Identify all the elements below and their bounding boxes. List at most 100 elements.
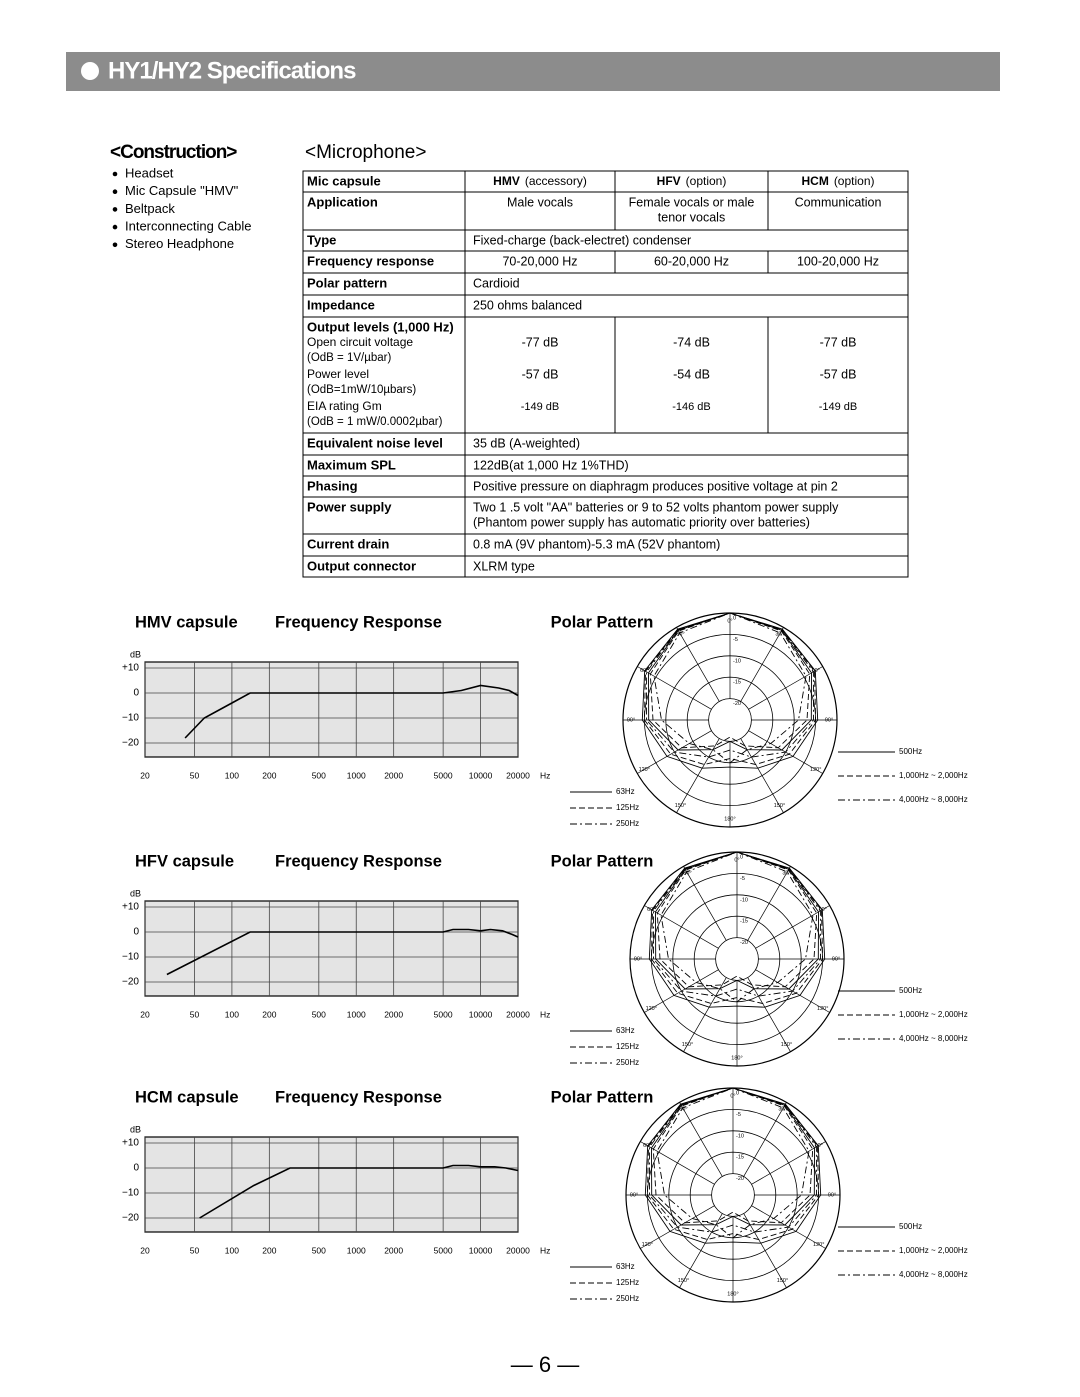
x-tick-label: 200 bbox=[262, 770, 276, 780]
cell-text: -57 dB bbox=[820, 367, 857, 381]
x-tick-label: 10000 bbox=[469, 770, 493, 780]
theta-tick-label: 90° bbox=[634, 956, 642, 962]
x-tick-label: 1000 bbox=[347, 1245, 366, 1255]
legend-label: 500Hz bbox=[899, 747, 922, 756]
polar-curve bbox=[648, 612, 812, 751]
table-header-cell: HFV (option) bbox=[657, 174, 727, 188]
polar-curve bbox=[646, 1087, 820, 1240]
chart-subtitle: Frequency Response bbox=[275, 1088, 442, 1106]
x-tick-label: 10000 bbox=[469, 1009, 493, 1019]
theta-tick-label: 90° bbox=[825, 717, 833, 723]
cell-text: tenor vocals bbox=[658, 210, 725, 224]
response-curve bbox=[199, 1164, 519, 1219]
plot-area bbox=[144, 900, 519, 997]
x-tick-label: 1000 bbox=[347, 770, 366, 780]
r-tick-label: -20 bbox=[733, 701, 741, 707]
x-tick-label: 50 bbox=[190, 770, 200, 780]
theta-tick-label: 90° bbox=[832, 956, 840, 962]
microphone-heading: <Microphone> bbox=[305, 142, 426, 163]
legend-label: 4,000Hz ~ 8,000Hz bbox=[899, 795, 968, 804]
x-axis-label: Hz bbox=[540, 1009, 550, 1019]
x-tick-label: 1000 bbox=[347, 1009, 366, 1019]
theta-tick-label: 150° bbox=[678, 1278, 689, 1284]
row-label: Phasing bbox=[307, 478, 358, 493]
cell-text: -54 dB bbox=[673, 367, 710, 381]
header-bullet bbox=[81, 62, 99, 80]
polar-curve bbox=[660, 851, 814, 1003]
cell-text: Cardioid bbox=[473, 276, 520, 290]
theta-tick-label: 90° bbox=[627, 717, 635, 723]
construction-item: Mic Capsule "HMV" bbox=[125, 183, 239, 198]
theta-tick-label: 150° bbox=[774, 803, 785, 809]
table-header-cell: HCM (option) bbox=[801, 174, 874, 188]
sub-label: Open circuit voltage bbox=[307, 335, 413, 349]
y-axis-label: dB bbox=[130, 649, 141, 659]
theta-tick-label: 150° bbox=[675, 803, 686, 809]
x-tick-label: 200 bbox=[262, 1245, 276, 1255]
theta-tick-label: 30° bbox=[782, 871, 790, 877]
y-tick-label: +10 bbox=[122, 902, 139, 913]
y-tick-label: +10 bbox=[122, 1138, 139, 1149]
r-tick-label: -10 bbox=[736, 1133, 744, 1139]
theta-tick-label: 120° bbox=[817, 1006, 828, 1012]
theta-tick-label: 120° bbox=[813, 1242, 824, 1248]
x-tick-label: 10000 bbox=[469, 1245, 493, 1255]
legend-label: 63Hz bbox=[616, 1026, 635, 1035]
y-axis-label: dB bbox=[130, 1124, 141, 1134]
legend-label: 4,000Hz ~ 8,000Hz bbox=[899, 1034, 968, 1043]
polar-curve bbox=[653, 612, 807, 764]
polar-curve bbox=[644, 1087, 822, 1244]
polar-spoke bbox=[751, 1141, 826, 1185]
theta-tick-label: 150° bbox=[682, 1042, 693, 1048]
polar-spoke bbox=[644, 905, 719, 949]
cell-text: -149 dB bbox=[819, 401, 858, 413]
polar-ring bbox=[708, 698, 752, 742]
cell-text: -77 dB bbox=[522, 335, 559, 349]
x-tick-label: 2000 bbox=[384, 1009, 403, 1019]
plot-area bbox=[144, 661, 519, 758]
polar-spoke bbox=[637, 666, 712, 710]
row-label: Current drain bbox=[307, 536, 389, 551]
bullet bbox=[112, 171, 118, 177]
cell-text: XLRM type bbox=[473, 559, 535, 573]
polar-curve bbox=[652, 1087, 814, 1224]
r-tick-label: -20 bbox=[740, 940, 748, 946]
theta-tick-label: 30° bbox=[676, 632, 684, 638]
construction-item: Interconnecting Cable bbox=[125, 219, 251, 234]
table-header-part: HFV bbox=[657, 174, 681, 188]
y-tick-label: −10 bbox=[122, 952, 139, 963]
theta-tick-label: 150° bbox=[781, 1042, 792, 1048]
table-header-part: HCM bbox=[801, 174, 828, 188]
cell-text: 122dB(at 1,000 Hz 1%THD) bbox=[473, 458, 629, 472]
polar-spoke bbox=[747, 866, 791, 941]
polar-spoke bbox=[683, 866, 727, 941]
r-tick-label: -15 bbox=[740, 919, 748, 925]
x-tick-label: 20 bbox=[140, 1245, 150, 1255]
r-tick-label: -5 bbox=[733, 637, 738, 643]
x-tick-label: 100 bbox=[225, 1009, 239, 1019]
construction-item: Stereo Headphone bbox=[125, 236, 234, 251]
x-tick-label: 20 bbox=[140, 770, 150, 780]
plot-area bbox=[144, 1136, 519, 1233]
table-header-part: (accessory) bbox=[525, 174, 587, 188]
row-label: Frequency response bbox=[307, 253, 434, 268]
cell-text: -74 dB bbox=[673, 335, 710, 349]
row-label: Power supply bbox=[307, 499, 392, 514]
x-axis-label: Hz bbox=[540, 770, 550, 780]
polar-curve bbox=[650, 851, 824, 1004]
theta-tick-label: 30° bbox=[778, 1107, 786, 1113]
legend-label: 1,000Hz ~ 2,000Hz bbox=[899, 1010, 968, 1019]
polar-spoke bbox=[679, 1102, 723, 1177]
response-curve bbox=[166, 928, 519, 976]
polar-curve bbox=[649, 1087, 817, 1233]
y-tick-label: −10 bbox=[122, 1188, 139, 1199]
y-tick-label: −20 bbox=[122, 1213, 139, 1224]
polar-curve bbox=[641, 612, 819, 769]
polar-spoke bbox=[747, 977, 791, 1052]
theta-tick-label: 90° bbox=[630, 1192, 638, 1198]
legend-label: 1,000Hz ~ 2,000Hz bbox=[899, 1246, 968, 1255]
theta-tick-label: 180° bbox=[724, 816, 735, 822]
cell-text: -77 dB bbox=[820, 335, 857, 349]
cell-text: -146 dB bbox=[672, 401, 711, 413]
